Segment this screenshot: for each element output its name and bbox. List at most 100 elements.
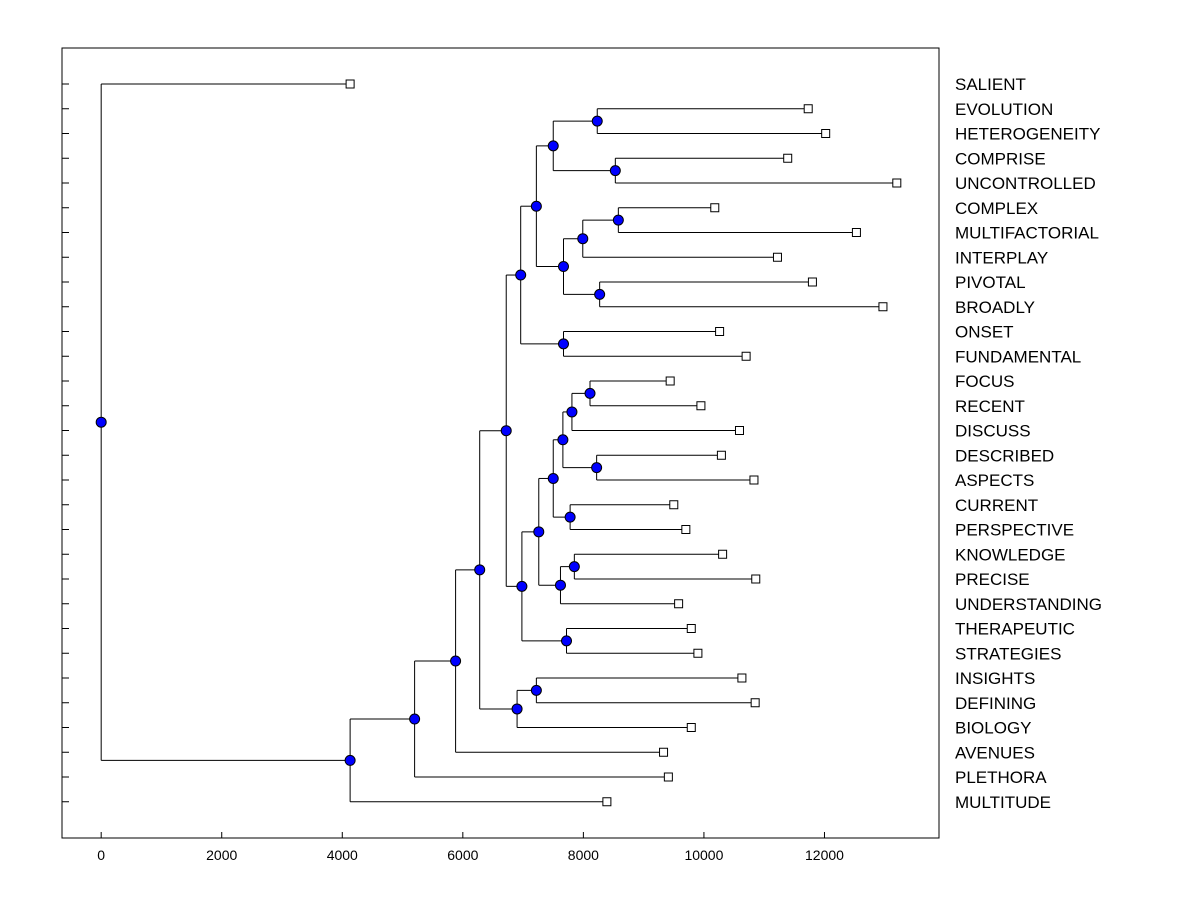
x-axis-ticks: 0 2000 4000 6000 8000 10000 12000 — [97, 832, 844, 863]
merge-node — [547, 472, 559, 484]
x-tick-label: 4000 — [327, 847, 358, 863]
leaf-label-avenues: AVENUES — [955, 743, 1035, 762]
leaf-marker — [718, 549, 728, 559]
leaf-marker — [734, 426, 744, 435]
merge-node — [564, 511, 576, 523]
leaf-marker — [803, 104, 813, 114]
leaf-label-evolution: EVOLUTION — [955, 100, 1053, 119]
merge-node — [557, 261, 569, 273]
leaf-label-defining: DEFINING — [955, 694, 1036, 713]
leaf-label-fundamental: FUNDAMENTAL — [955, 347, 1081, 366]
leaf-label-salient: SALIENT — [955, 75, 1026, 94]
merge-node — [409, 713, 421, 725]
leaf-label-interplay: INTERPLAY — [955, 248, 1048, 267]
leaf-marker — [674, 599, 684, 609]
leaf-marker — [665, 376, 675, 386]
leaf-label-complex: COMPLEX — [955, 199, 1038, 218]
leaf-label-onset: ONSET — [955, 323, 1014, 342]
merge-node — [530, 200, 542, 212]
leaf-label-aspects: ASPECTS — [955, 471, 1034, 490]
leaf-marker — [821, 129, 831, 138]
leaf-marker — [851, 228, 861, 237]
leaf-label-broadly: BROADLY — [955, 298, 1035, 317]
leaf-marker — [345, 79, 355, 89]
leaf-marker — [750, 698, 760, 708]
leaf-marker — [716, 450, 726, 460]
merge-node — [95, 416, 107, 428]
x-tick-label: 8000 — [568, 847, 599, 863]
leaf-label-multitude: MULTITUDE — [955, 793, 1051, 812]
merge-node — [516, 580, 528, 592]
merge-node — [577, 233, 589, 245]
merge-node — [474, 564, 486, 576]
merge-node — [450, 655, 462, 667]
leaf-labels: SALIENT EVOLUTION HETEROGENEITY COMPRISE UNC… — [955, 75, 1102, 812]
leaf-marker — [715, 327, 725, 336]
merge-node — [530, 684, 542, 696]
leaf-marker — [696, 401, 706, 411]
leaf-marker — [693, 648, 703, 658]
leaf-marker — [749, 475, 759, 485]
merge-node — [568, 561, 580, 573]
tree-edges — [100, 83, 897, 803]
tree-nodes — [95, 115, 624, 766]
leaf-label-perspective: PERSPECTIVE — [955, 521, 1074, 540]
merge-node — [591, 115, 603, 127]
merge-node — [500, 425, 512, 437]
merge-node — [557, 338, 569, 350]
leaf-label-multifactorial: MULTIFACTORIAL — [955, 224, 1099, 243]
x-tick-label: 0 — [97, 847, 105, 863]
merge-node — [561, 635, 573, 647]
plot-frame — [61, 47, 940, 839]
leaf-marker — [783, 153, 793, 163]
leaf-marker — [807, 277, 817, 287]
merge-node — [612, 214, 624, 226]
leaf-marker — [737, 673, 747, 683]
leaf-marker — [878, 302, 888, 312]
merge-node — [584, 387, 596, 399]
x-tick-label: 2000 — [206, 847, 237, 863]
leaf-label-recent: RECENT — [955, 397, 1025, 416]
merge-node — [554, 579, 566, 591]
leaf-label-strategies: STRATEGIES — [955, 644, 1061, 663]
leaf-marker — [751, 574, 761, 584]
merge-node — [547, 140, 559, 152]
merge-node — [594, 288, 606, 300]
leaf-marker — [663, 772, 673, 782]
leaf-marker — [772, 252, 782, 262]
merge-node — [557, 434, 569, 446]
leaf-label-described: DESCRIBED — [955, 446, 1054, 465]
merge-node — [511, 703, 523, 715]
leaf-label-knowledge: KNOWLEDGE — [955, 545, 1066, 564]
x-tick-label: 6000 — [447, 847, 478, 863]
leaf-marker — [669, 500, 679, 510]
leaf-label-understanding: UNDERSTANDING — [955, 595, 1102, 614]
merge-node — [533, 526, 545, 538]
leaf-label-pivotal: PIVOTAL — [955, 273, 1026, 292]
leaf-markers — [345, 79, 902, 807]
leaf-label-current: CURRENT — [955, 496, 1038, 515]
leaf-marker — [892, 178, 902, 188]
merge-node — [515, 269, 527, 281]
merge-node — [566, 406, 578, 418]
leaf-label-biology: BIOLOGY — [955, 719, 1032, 738]
leaf-marker — [659, 747, 669, 757]
leaf-label-comprise: COMPRISE — [955, 149, 1046, 168]
leaf-label-discuss: DISCUSS — [955, 422, 1031, 441]
leaf-label-therapeutic: THERAPEUTIC — [955, 620, 1075, 639]
leaf-marker — [741, 351, 751, 361]
leaf-label-focus: FOCUS — [955, 372, 1015, 391]
leaf-marker — [602, 797, 612, 807]
leaf-label-uncontrolled: UNCONTROLLED — [955, 174, 1096, 193]
x-tick-label: 10000 — [684, 847, 723, 863]
merge-node — [344, 754, 356, 766]
merge-node — [591, 462, 603, 474]
leaf-marker — [710, 203, 720, 213]
leaf-label-plethora: PLETHORA — [955, 768, 1047, 787]
leaf-marker — [686, 624, 696, 633]
x-tick-label: 12000 — [805, 847, 844, 863]
y-ticks — [62, 83, 69, 803]
leaf-label-precise: PRECISE — [955, 570, 1030, 589]
leaf-marker — [686, 723, 696, 732]
